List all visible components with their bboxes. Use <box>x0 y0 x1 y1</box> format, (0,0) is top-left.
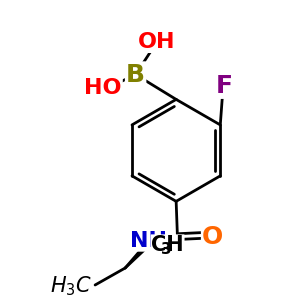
Text: F: F <box>216 74 233 98</box>
Text: B: B <box>126 63 145 87</box>
Text: O: O <box>202 225 224 249</box>
Text: NH: NH <box>130 231 167 250</box>
Text: 3: 3 <box>161 242 172 257</box>
Text: 3: 3 <box>80 280 89 295</box>
Text: OH: OH <box>138 32 175 52</box>
Text: CH: CH <box>151 235 184 255</box>
Text: $H_3C$: $H_3C$ <box>50 274 92 298</box>
Text: C: C <box>76 277 91 297</box>
Text: HO: HO <box>84 78 122 98</box>
Text: H: H <box>74 275 86 290</box>
